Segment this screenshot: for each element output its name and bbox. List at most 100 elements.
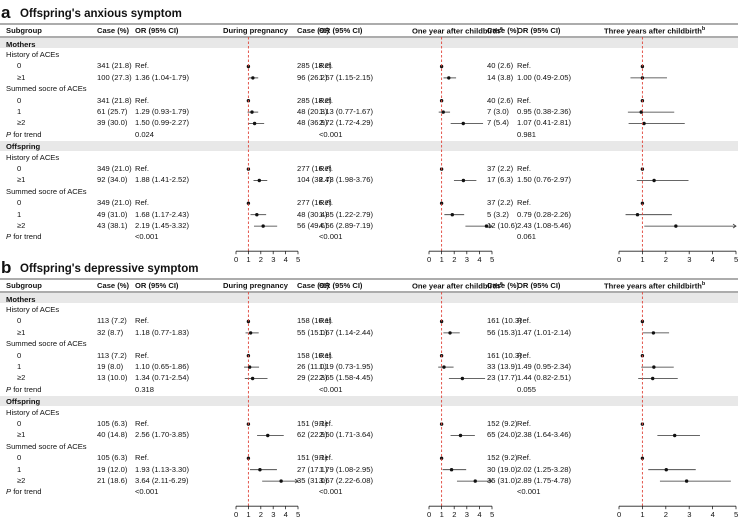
x-tick-label: 1: [640, 255, 645, 265]
header-subgroup: Subgroup: [6, 281, 42, 290]
case-value: 40 (2.6): [487, 61, 514, 71]
x-tick-label: 4: [477, 255, 482, 265]
or-value: 1.88 (1.41-2.52): [135, 175, 190, 185]
point-estimate: [449, 468, 454, 472]
point-estimate: [261, 224, 265, 228]
case-value: 152 (9.2): [487, 418, 518, 428]
row-label: 1: [17, 106, 22, 116]
period-footnote-mark: a: [499, 26, 503, 32]
or-value: 2.43 (1.08-5.46): [517, 220, 572, 230]
point-estimate: [458, 433, 463, 438]
case-value: 5 (3.2): [487, 209, 509, 219]
header-or: OR (95% CI): [135, 26, 179, 35]
or-value: 1.36 (1.04-1.79): [135, 72, 190, 82]
point-estimate: [279, 479, 283, 483]
x-tick-label: 0: [234, 510, 239, 519]
trend-label: P for trend: [6, 233, 41, 241]
or-value: 1.67 (1.14-2.44): [319, 327, 374, 337]
or-value: 1.50 (0.99-2.27): [135, 118, 190, 128]
point-estimate: [652, 178, 656, 183]
or-value: Ref.: [517, 198, 531, 208]
case-value: 105 (6.3): [97, 453, 128, 463]
or-value: 1.07 (0.41-2.81): [517, 118, 572, 128]
or-value: Ref.: [517, 316, 531, 326]
header-or: OR (95% CI): [135, 281, 179, 290]
header-period: One year after childbirtha: [412, 281, 503, 291]
or-value: 1.57 (1.15-2.15): [319, 72, 374, 82]
case-value: 43 (38.1): [97, 220, 128, 230]
section-band: [0, 140, 738, 151]
case-value: 158 (10.1): [297, 316, 332, 326]
group-label: Summed socre of ACEs: [6, 84, 87, 94]
header-or: OR (95% CI): [319, 26, 363, 35]
row-label: ≥1: [17, 430, 26, 440]
panel-title: Offspring's depressive symptom: [20, 263, 199, 275]
trend-value: <0.001: [135, 232, 159, 242]
case-value: 7 (5.4): [487, 118, 509, 128]
or-value: Ref.: [517, 418, 531, 428]
x-tick-label: 3: [271, 510, 276, 519]
row-label: ≥1: [17, 175, 26, 185]
point-estimate: [674, 224, 678, 228]
case-value: 349 (21.0): [97, 198, 132, 208]
group-label: Summed socre of ACEs: [6, 441, 87, 451]
point-estimate: [441, 110, 445, 114]
point-estimate: [258, 468, 262, 472]
trend-p: P: [6, 487, 12, 497]
section-band: [0, 38, 738, 49]
x-tick-label: 0: [427, 510, 432, 519]
x-tick-label: 4: [477, 510, 482, 519]
or-value: 1.85 (1.22-2.79): [319, 209, 374, 219]
or-value: 1.34 (0.71-2.54): [135, 373, 190, 383]
x-tick-label: 4: [710, 255, 715, 265]
point-estimate: [684, 479, 689, 483]
x-tick-label: 1: [439, 255, 444, 265]
point-estimate: [640, 201, 645, 205]
point-estimate: [473, 479, 477, 483]
x-tick-label: 5: [734, 510, 738, 519]
point-estimate: [461, 178, 466, 183]
trend-value: <0.001: [319, 232, 343, 242]
point-estimate: [257, 178, 262, 183]
trend-rest: for trend: [11, 384, 42, 394]
trend-label: P for trend: [6, 488, 41, 496]
section-band: [0, 395, 738, 406]
row-label: ≥1: [17, 72, 26, 82]
header-subgroup: Subgroup: [6, 26, 42, 35]
row-label: 0: [17, 418, 22, 428]
row-label: 0: [17, 61, 22, 71]
point-estimate: [266, 433, 270, 438]
or-value: 4.56 (2.89-7.19): [319, 220, 374, 230]
x-tick-label: 1: [439, 510, 444, 519]
header-case: Case (%): [297, 26, 330, 35]
row-label: 1: [17, 361, 22, 371]
section-heading: Mothers: [6, 294, 36, 304]
trend-value: 0.981: [517, 129, 537, 139]
ci-overflow-arrow: [488, 478, 493, 484]
or-value: 1.68 (1.17-2.43): [135, 209, 190, 219]
point-estimate: [484, 224, 489, 228]
group-label: History of ACEs: [6, 407, 60, 417]
group-label: Summed socre of ACEs: [6, 339, 87, 349]
row-label: 0: [17, 95, 22, 105]
case-value: 104 (38.4): [297, 175, 332, 185]
point-estimate: [640, 456, 645, 460]
point-estimate: [672, 433, 677, 438]
x-tick-label: 4: [710, 510, 715, 519]
section-heading: Mothers: [6, 39, 36, 49]
trend-label: P for trend: [6, 130, 41, 139]
trend-value: 0.061: [517, 232, 537, 242]
point-estimate: [460, 376, 465, 381]
case-value: 30 (19.0): [487, 464, 518, 474]
x-tick-label: 3: [464, 510, 470, 519]
header-period: During pregnancy: [223, 281, 288, 290]
case-value: 113 (7.2): [97, 316, 127, 326]
case-value: 19 (8.0): [97, 361, 124, 371]
trend-value: 0.318: [135, 384, 155, 394]
case-value: 56 (15.3): [487, 327, 518, 337]
header-or: OR (95% CI): [517, 281, 561, 290]
or-value: 1.13 (0.77-1.67): [319, 106, 374, 116]
case-value: 40 (14.8): [97, 430, 128, 440]
row-label: 0: [17, 453, 22, 463]
case-value: 37 (2.2): [487, 163, 514, 173]
